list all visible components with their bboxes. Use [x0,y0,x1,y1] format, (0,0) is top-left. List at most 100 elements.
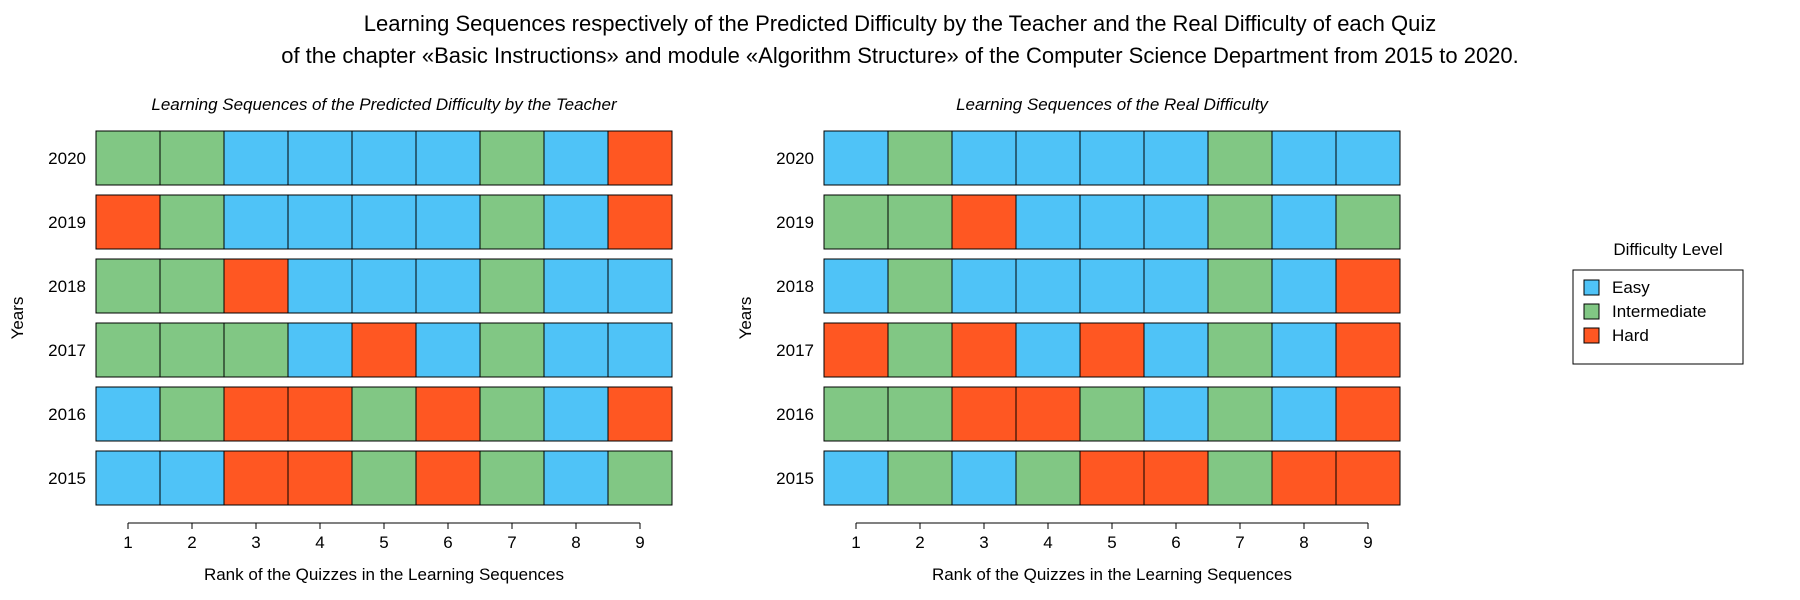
heatmap-cell [479,194,545,250]
y-axis-label: Years [8,297,27,340]
heatmap-cell [1207,322,1273,378]
heatmap-cell [1335,322,1401,378]
y-tick-label: 2019 [48,213,86,232]
y-tick-label: 2018 [48,277,86,296]
y-tick-label: 2017 [776,341,814,360]
heatmap-cell [607,258,673,314]
heatmap-cell [479,130,545,186]
heatmap-cell [951,386,1017,442]
heatmap-cell [1271,386,1337,442]
x-tick-label: 5 [1107,533,1116,552]
heatmap-cell [1207,258,1273,314]
heatmap-cell [1079,386,1145,442]
x-tick-label: 9 [1363,533,1372,552]
heatmap-cell [1335,194,1401,250]
heatmap-cell [1143,322,1209,378]
heatmap-cell [1015,194,1081,250]
x-tick-label: 7 [1235,533,1244,552]
heatmap-cell [351,386,417,442]
chart-title: Learning Sequences of the Predicted Diff… [151,95,618,114]
heatmap-cell [607,450,673,506]
heatmap-cell [1079,322,1145,378]
heatmap-cell [287,386,353,442]
heatmap-cell [1207,386,1273,442]
heatmap-cell [1143,258,1209,314]
heatmap-cell [223,194,289,250]
predicted-difficulty-chart: Learning Sequences of the Predicted Diff… [8,95,673,584]
heatmap-cell [607,386,673,442]
heatmap-cell [951,258,1017,314]
x-tick-label: 8 [571,533,580,552]
heatmap-cell [1335,386,1401,442]
heatmap-cell [159,450,225,506]
heatmap-cell [415,130,481,186]
y-tick-label: 2016 [776,405,814,424]
heatmap-cell [607,130,673,186]
heatmap-cell [951,194,1017,250]
y-tick-label: 2015 [776,469,814,488]
heatmap-cell [351,194,417,250]
heatmap-cell [1335,130,1401,186]
heatmap-cell [415,322,481,378]
heatmap-cell [1015,322,1081,378]
figure-title-line-2: of the chapter «Basic Instructions» and … [281,43,1519,68]
heatmap-cell [543,258,609,314]
heatmap-cell [543,194,609,250]
heatmap-cell [159,258,225,314]
y-tick-label: 2018 [776,277,814,296]
heatmap-cell [479,258,545,314]
heatmap-cell [351,130,417,186]
x-axis-label: Rank of the Quizzes in the Learning Sequ… [932,565,1292,584]
legend-swatch [1583,303,1600,320]
heatmap-cell [1015,258,1081,314]
x-axis-label: Rank of the Quizzes in the Learning Sequ… [204,565,564,584]
x-tick-label: 8 [1299,533,1308,552]
x-tick-label: 4 [315,533,324,552]
heatmap-cell [543,322,609,378]
x-tick-label: 6 [1171,533,1180,552]
heatmap-cell [287,322,353,378]
heatmap-cell [95,322,161,378]
heatmap-cell [887,450,953,506]
heatmap-cell [479,386,545,442]
heatmap-cell [823,130,889,186]
heatmap-cell [159,322,225,378]
heatmap-cell [1015,450,1081,506]
heatmap-cell [351,322,417,378]
x-tick-label: 9 [635,533,644,552]
heatmap-cell [351,450,417,506]
heatmap-cell [887,386,953,442]
heatmap-cell [1207,130,1273,186]
legend-title: Difficulty Level [1613,240,1722,259]
heatmap-cell [1079,130,1145,186]
heatmap-cell [1271,322,1337,378]
heatmap-cell [223,130,289,186]
heatmap-cell [1079,258,1145,314]
heatmap-cell [1015,386,1081,442]
heatmap-cell [951,322,1017,378]
heatmap-cell [415,194,481,250]
x-tick-label: 2 [915,533,924,552]
legend-box [1572,269,1744,365]
legend: Difficulty Level Easy Intermediate Hard [1572,240,1744,365]
legend-label: Hard [1612,326,1649,345]
heatmap-cell [1271,450,1337,506]
heatmap-cell [479,322,545,378]
heatmap-cell [287,450,353,506]
heatmap-cell [1335,450,1401,506]
x-tick-label: 6 [443,533,452,552]
heatmap-cell [823,450,889,506]
heatmap-cell [1207,194,1273,250]
heatmap-cell [287,258,353,314]
x-tick-label: 4 [1043,533,1052,552]
heatmap-cell [823,258,889,314]
heatmap-cell [223,322,289,378]
heatmap-cell [1271,258,1337,314]
heatmap-cell [223,386,289,442]
y-tick-label: 2016 [48,405,86,424]
heatmap-cell [415,450,481,506]
heatmap-cell [95,450,161,506]
figure-title-line-1: Learning Sequences respectively of the P… [364,11,1437,36]
heatmap-cell [543,450,609,506]
